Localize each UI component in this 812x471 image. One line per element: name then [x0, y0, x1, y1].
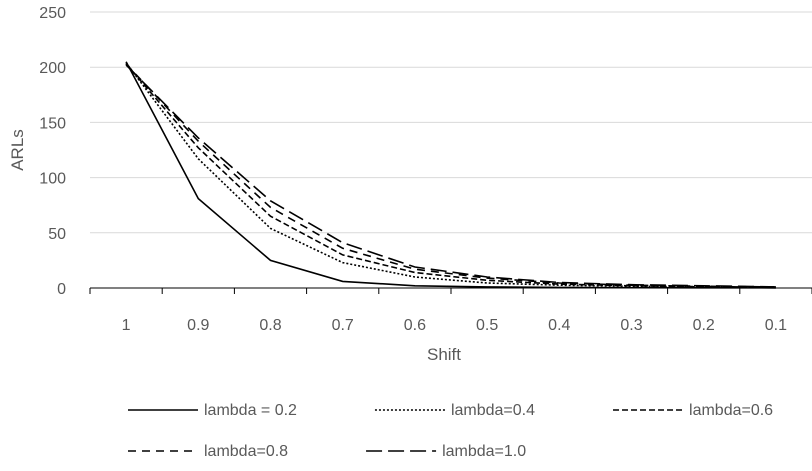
- y-tick-label: 100: [39, 171, 66, 188]
- x-axis-ticks: 1 0.9 0.8 0.7 0.6 0.5 0.4 0.3 0.2 0.1: [122, 317, 787, 334]
- series-line-4: [125, 63, 776, 288]
- series-line-5: [125, 64, 776, 288]
- series-line-3: [125, 63, 776, 288]
- series-line-2: [125, 62, 776, 289]
- x-tick-label: 0.3: [620, 317, 642, 334]
- x-tick-label: 0.2: [693, 317, 715, 334]
- x-tick-label: 0.8: [259, 317, 281, 334]
- x-axis-title: Shift: [427, 345, 461, 364]
- y-tick-label: 150: [39, 115, 66, 132]
- x-tick-label: 0.5: [476, 317, 498, 334]
- legend-label-5: lambda=1.0: [442, 443, 526, 460]
- series-lines: [125, 61, 776, 289]
- x-axis: [89, 287, 812, 294]
- y-tick-label: 0: [57, 281, 66, 298]
- x-tick-label: 0.9: [187, 317, 209, 334]
- y-tick-label: 50: [48, 226, 66, 243]
- legend-label-4: lambda=0.8: [204, 443, 288, 460]
- series-line-1: [125, 61, 776, 289]
- legend: lambda = 0.2 lambda=0.4 lambda=0.6 lambda=0…: [128, 402, 773, 460]
- x-tick-label: 0.1: [765, 317, 787, 334]
- y-tick-label: 250: [39, 5, 66, 22]
- legend-label-1: lambda = 0.2: [204, 402, 297, 419]
- legend-label-2: lambda=0.4: [451, 402, 535, 419]
- y-axis-ticks: 0 50 100 150 200 250: [39, 5, 66, 298]
- x-tick-label: 0.4: [548, 317, 570, 334]
- y-axis-title: ARLs: [8, 129, 27, 171]
- x-tick-label: 1: [122, 317, 131, 334]
- legend-label-3: lambda=0.6: [689, 402, 773, 419]
- x-tick-label: 0.7: [332, 317, 354, 334]
- x-tick-label: 0.6: [404, 317, 426, 334]
- y-tick-label: 200: [39, 60, 66, 77]
- gridlines: [90, 11, 812, 234]
